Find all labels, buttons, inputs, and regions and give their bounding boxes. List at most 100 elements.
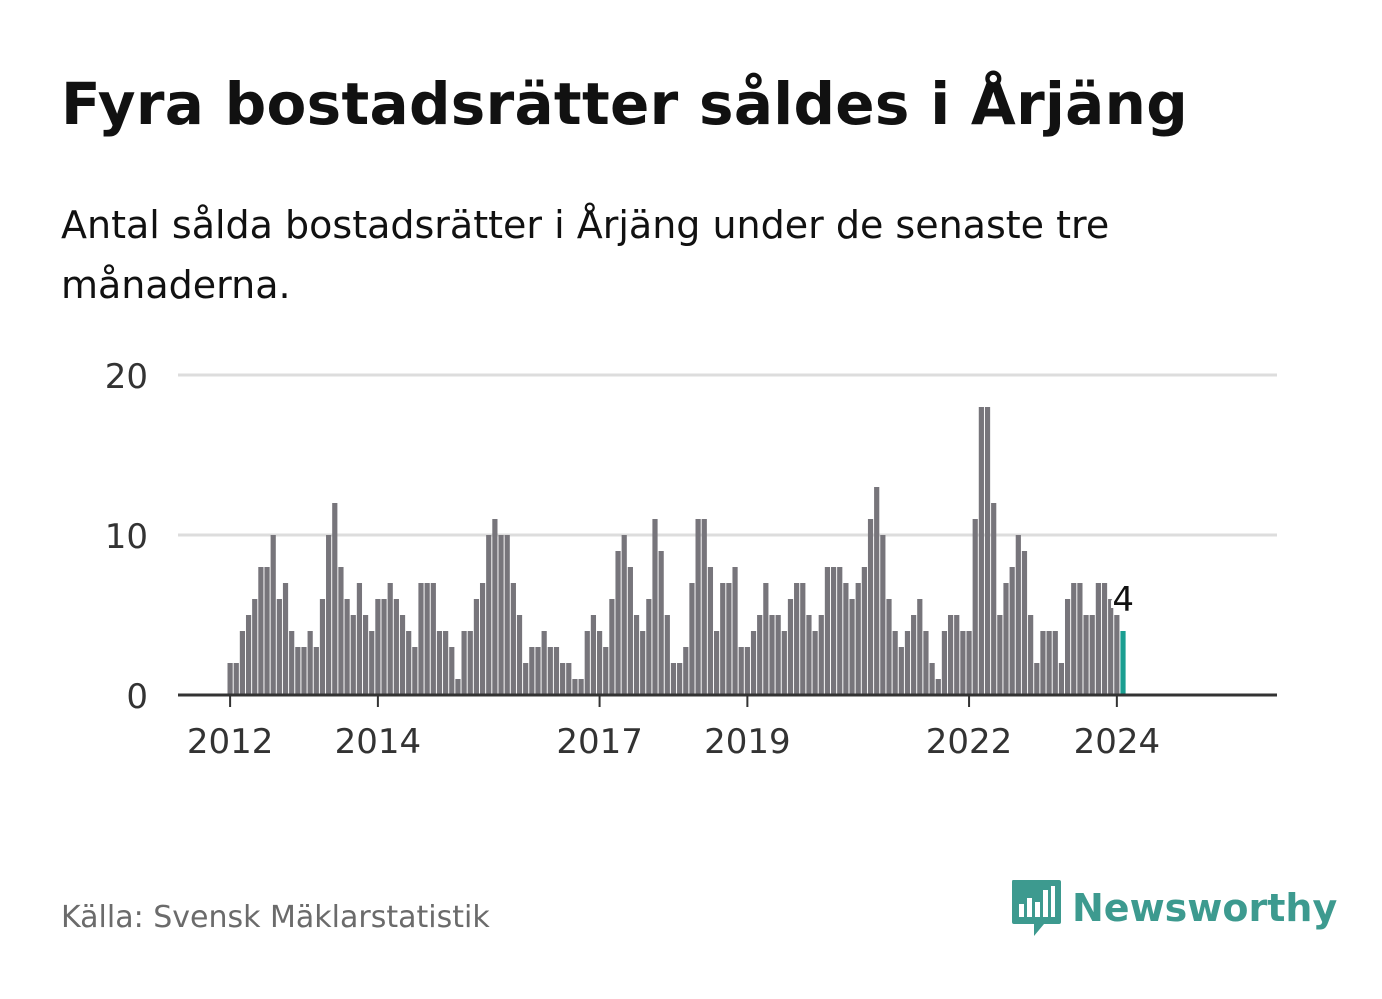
bar	[960, 631, 966, 695]
bar	[344, 599, 350, 695]
bar	[1083, 615, 1089, 695]
bar	[763, 583, 769, 695]
bar	[560, 663, 566, 695]
bar	[794, 583, 800, 695]
bar	[849, 599, 855, 695]
bar	[738, 647, 744, 695]
x-tick-label: 2019	[704, 722, 791, 762]
bar	[418, 583, 424, 695]
bar	[356, 583, 363, 695]
bar	[233, 663, 239, 695]
bar	[923, 631, 929, 695]
bar	[633, 615, 640, 695]
brand-logo[interactable]: Newsworthy	[1010, 878, 1337, 938]
bar	[757, 615, 763, 695]
highlight-value-label: 4	[1112, 580, 1134, 620]
chart-subtitle: Antal sålda bostadsrätter i Årjäng under…	[61, 203, 1110, 307]
bar	[510, 583, 516, 695]
bar	[473, 599, 480, 695]
bar	[282, 583, 289, 695]
bar	[252, 599, 258, 695]
bar	[523, 663, 529, 695]
bar	[603, 647, 609, 695]
bar	[461, 631, 467, 695]
bar	[806, 615, 812, 695]
bar	[898, 647, 904, 695]
bar	[467, 631, 473, 695]
bar	[843, 583, 849, 695]
bar	[689, 583, 695, 695]
bar	[720, 583, 726, 695]
bar	[627, 567, 633, 695]
bar	[670, 663, 677, 695]
bar	[566, 663, 572, 695]
bar	[596, 631, 603, 695]
bar	[387, 583, 393, 695]
bar	[276, 599, 282, 695]
bar	[258, 567, 264, 695]
bar	[984, 407, 991, 695]
bar	[707, 567, 714, 695]
bar	[812, 631, 818, 695]
bar	[443, 631, 449, 695]
bar	[1114, 615, 1120, 695]
bar	[572, 679, 578, 695]
bar	[393, 599, 399, 695]
bar	[424, 583, 430, 695]
bar	[966, 631, 972, 695]
bar	[935, 679, 941, 695]
bar	[991, 503, 997, 695]
bar	[1064, 599, 1071, 695]
bar	[664, 615, 670, 695]
bar	[892, 631, 898, 695]
bar	[1021, 551, 1028, 695]
labels: 0 10 20 2012 2014 2017 2019 2022 2024 4	[105, 357, 1160, 762]
bar	[640, 631, 646, 695]
x-tick-label: 2012	[187, 722, 274, 762]
bar	[479, 583, 486, 695]
bar	[775, 615, 781, 695]
bar	[295, 647, 301, 695]
bar	[880, 535, 886, 695]
bar	[978, 407, 984, 695]
bar	[227, 663, 233, 695]
bar	[350, 615, 356, 695]
x-tick-label: 2017	[556, 722, 643, 762]
bar	[1028, 615, 1034, 695]
bar	[1077, 583, 1083, 695]
bar	[547, 647, 553, 695]
bar	[1009, 567, 1015, 695]
bar	[313, 647, 319, 695]
bar	[658, 551, 664, 695]
bar	[1046, 631, 1052, 695]
bar	[1052, 631, 1058, 695]
bar	[1058, 663, 1065, 695]
bar	[369, 631, 375, 695]
bar	[449, 647, 455, 695]
bar	[264, 567, 270, 695]
bar	[326, 535, 332, 695]
bar	[818, 615, 824, 695]
bar	[695, 519, 701, 695]
bar	[375, 599, 381, 695]
bar	[301, 647, 307, 695]
bar	[1108, 599, 1114, 695]
y-tick-label: 10	[105, 517, 148, 557]
bar	[270, 535, 276, 695]
bar	[307, 631, 313, 695]
bar	[941, 631, 948, 695]
bar	[904, 631, 911, 695]
bars	[227, 407, 1126, 695]
bar	[861, 567, 867, 695]
bar	[769, 615, 775, 695]
bar	[911, 615, 917, 695]
bar	[430, 583, 436, 695]
x-tick-label: 2024	[1074, 722, 1161, 762]
bar	[726, 583, 732, 695]
bar	[1095, 583, 1101, 695]
bar	[867, 519, 874, 695]
bar	[677, 663, 683, 695]
bar	[553, 647, 560, 695]
bar	[332, 503, 338, 695]
y-tick-label: 0	[126, 677, 148, 717]
